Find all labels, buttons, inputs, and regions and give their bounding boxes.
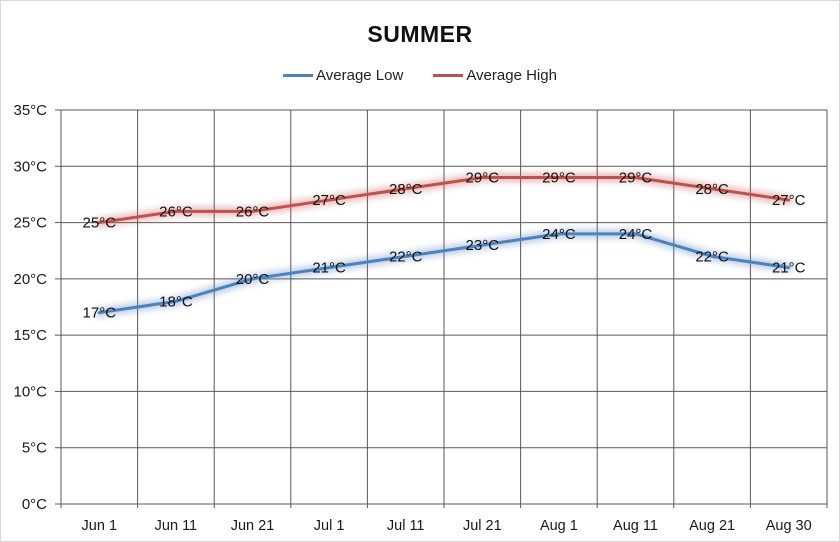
legend-label: Average Low xyxy=(316,67,404,84)
x-tick-label: Aug 1 xyxy=(540,518,578,534)
y-tick-label: 10°C xyxy=(13,383,47,400)
legend-line-icon xyxy=(433,74,464,77)
data-label-average-high: 27°C xyxy=(772,192,806,209)
y-tick-label: 30°C xyxy=(13,158,47,175)
series-line-average-high xyxy=(97,176,791,225)
data-label-average-low: 22°C xyxy=(389,248,423,265)
data-label-average-low: 21°C xyxy=(772,260,806,277)
data-label-average-low: 18°C xyxy=(159,293,193,310)
x-tick-label: Aug 30 xyxy=(766,518,812,534)
chart-title: SUMMER xyxy=(367,21,473,47)
legend: Average Low Average High xyxy=(1,67,839,84)
data-label-average-low: 22°C xyxy=(695,248,729,265)
data-label-average-low: 24°C xyxy=(542,226,576,243)
x-tick-label: Jun 11 xyxy=(155,518,197,534)
data-label-average-high: 29°C xyxy=(619,170,653,187)
data-label-average-high: 27°C xyxy=(312,192,346,209)
x-tick-label: Jun 21 xyxy=(231,518,275,534)
series-line-average-low xyxy=(97,232,791,315)
data-label-average-low: 17°C xyxy=(83,305,117,322)
data-label-average-low: 23°C xyxy=(466,237,500,254)
x-tick-label: Jun 1 xyxy=(82,518,117,534)
x-tick-label: Jul 1 xyxy=(314,518,345,534)
y-tick-label: 25°C xyxy=(13,215,47,232)
y-tick-label: 15°C xyxy=(13,327,47,344)
x-tick-label: Aug 21 xyxy=(689,518,735,534)
data-label-average-high: 29°C xyxy=(542,170,576,187)
data-label-average-high: 25°C xyxy=(83,215,117,232)
x-tick-label: Aug 11 xyxy=(613,518,658,534)
legend-item-average-high: Average High xyxy=(433,67,557,84)
data-label-average-high: 29°C xyxy=(466,170,500,187)
y-tick-label: 35°C xyxy=(13,102,47,119)
x-tick-label: Jul 11 xyxy=(387,518,425,534)
legend-item-average-low: Average Low xyxy=(283,67,403,84)
y-tick-label: 20°C xyxy=(13,271,47,288)
data-label-average-low: 21°C xyxy=(312,260,346,277)
y-tick-label: 0°C xyxy=(22,496,47,513)
legend-label: Average High xyxy=(466,67,557,84)
data-label-average-high: 28°C xyxy=(389,181,423,198)
data-label-average-high: 26°C xyxy=(236,203,270,220)
x-tick-label: Jul 21 xyxy=(463,518,502,534)
data-label-average-low: 20°C xyxy=(236,271,270,288)
data-label-average-low: 24°C xyxy=(619,226,653,243)
y-tick-label: 5°C xyxy=(22,440,47,457)
data-label-average-high: 26°C xyxy=(159,203,193,220)
legend-line-icon xyxy=(283,74,314,77)
data-label-average-high: 28°C xyxy=(695,181,729,198)
